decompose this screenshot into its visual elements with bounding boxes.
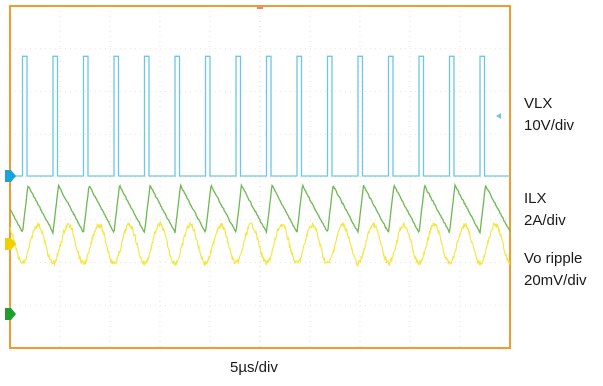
ilx-channel-marker bbox=[5, 308, 16, 320]
vo-ripple-scale-label: 20mV/div bbox=[524, 272, 587, 289]
vlx-offset-marker bbox=[496, 113, 501, 119]
vlx-trace bbox=[10, 55, 510, 177]
scope-grid bbox=[10, 5, 510, 348]
channel-markers bbox=[5, 113, 501, 320]
x-axis-scale-label: 5µs/div bbox=[230, 359, 278, 376]
ilx-label: ILX bbox=[524, 190, 547, 207]
ilx-trace bbox=[9, 182, 511, 236]
scope-traces bbox=[9, 55, 511, 268]
vo-ripple-channel-marker bbox=[5, 238, 16, 250]
vlx-channel-marker bbox=[5, 170, 16, 182]
vo-ripple-trace bbox=[9, 220, 511, 268]
ilx-scale-label: 2A/div bbox=[524, 212, 566, 229]
vlx-label: VLX bbox=[524, 95, 553, 112]
vo-ripple-label: Vo ripple bbox=[524, 250, 583, 267]
vlx-scale-label: 10V/div bbox=[524, 117, 575, 134]
